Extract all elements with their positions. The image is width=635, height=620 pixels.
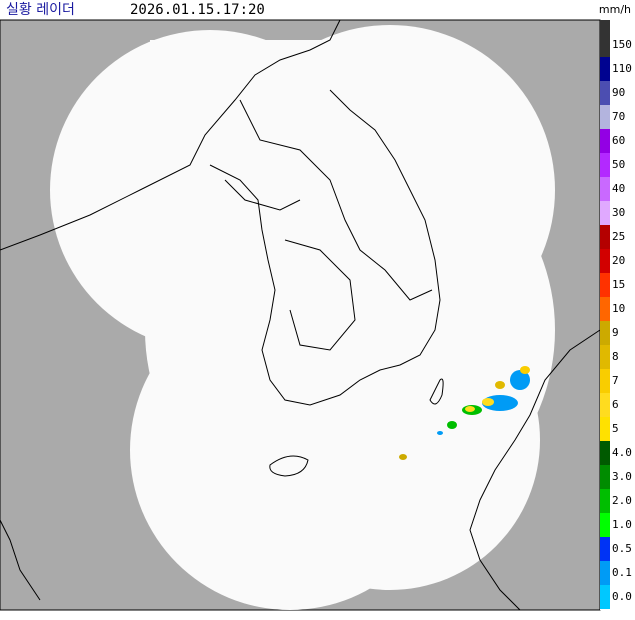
legend-label: 5 (612, 422, 619, 435)
legend-label: 0.0 (612, 590, 632, 603)
legend-label: 9 (612, 326, 619, 339)
legend-swatch (600, 489, 610, 513)
legend-label: 8 (612, 350, 619, 363)
legend-swatch (600, 153, 610, 177)
unit-label: mm/h (598, 3, 631, 16)
legend-swatch (600, 417, 610, 441)
legend-swatch (600, 20, 610, 57)
legend-swatch (600, 321, 610, 345)
legend-swatch (600, 249, 610, 273)
legend-swatch (600, 441, 610, 465)
legend-swatch (600, 513, 610, 537)
legend-label: 10 (612, 302, 625, 315)
legend-swatch (600, 393, 610, 417)
legend-label: 30 (612, 206, 625, 219)
legend-swatch (600, 225, 610, 249)
legend-swatch (600, 81, 610, 105)
legend-swatch (600, 345, 610, 369)
radar-coverage (50, 25, 555, 610)
legend-swatch (600, 369, 610, 393)
legend-swatch (600, 537, 610, 561)
legend-label: 7 (612, 374, 619, 387)
timestamp: 2026.01.15.17:20 (130, 2, 265, 18)
legend-swatch (600, 201, 610, 225)
legend-label: 40 (612, 182, 625, 195)
legend-label: 150 (612, 38, 632, 51)
legend-label: 6 (612, 398, 619, 411)
legend-swatch (600, 585, 610, 609)
coastline (0, 19, 601, 611)
legend-label: 0.1 (612, 566, 632, 579)
legend-swatch (600, 129, 610, 153)
legend-swatch (600, 57, 610, 81)
legend-swatch (600, 177, 610, 201)
legend-label: 25 (612, 230, 625, 243)
title: 실황 레이더 (6, 2, 75, 18)
legend-label: 90 (612, 86, 625, 99)
legend-label: 70 (612, 110, 625, 123)
legend-swatch (600, 273, 610, 297)
legend-swatch (600, 465, 610, 489)
legend-swatch (600, 297, 610, 321)
legend-label: 110 (612, 62, 632, 75)
radar-echo (399, 366, 530, 460)
legend-label: 3.0 (612, 470, 632, 483)
legend-label: 1.0 (612, 518, 632, 531)
legend-swatch (600, 561, 610, 585)
legend-label: 4.0 (612, 446, 632, 459)
legend-label: 50 (612, 158, 625, 171)
legend-label: 2.0 (612, 494, 632, 507)
legend-swatch (600, 105, 610, 129)
legend-label: 60 (612, 134, 625, 147)
legend-label: 20 (612, 254, 625, 267)
legend-label: 15 (612, 278, 625, 291)
legend-label: 0.5 (612, 542, 632, 555)
